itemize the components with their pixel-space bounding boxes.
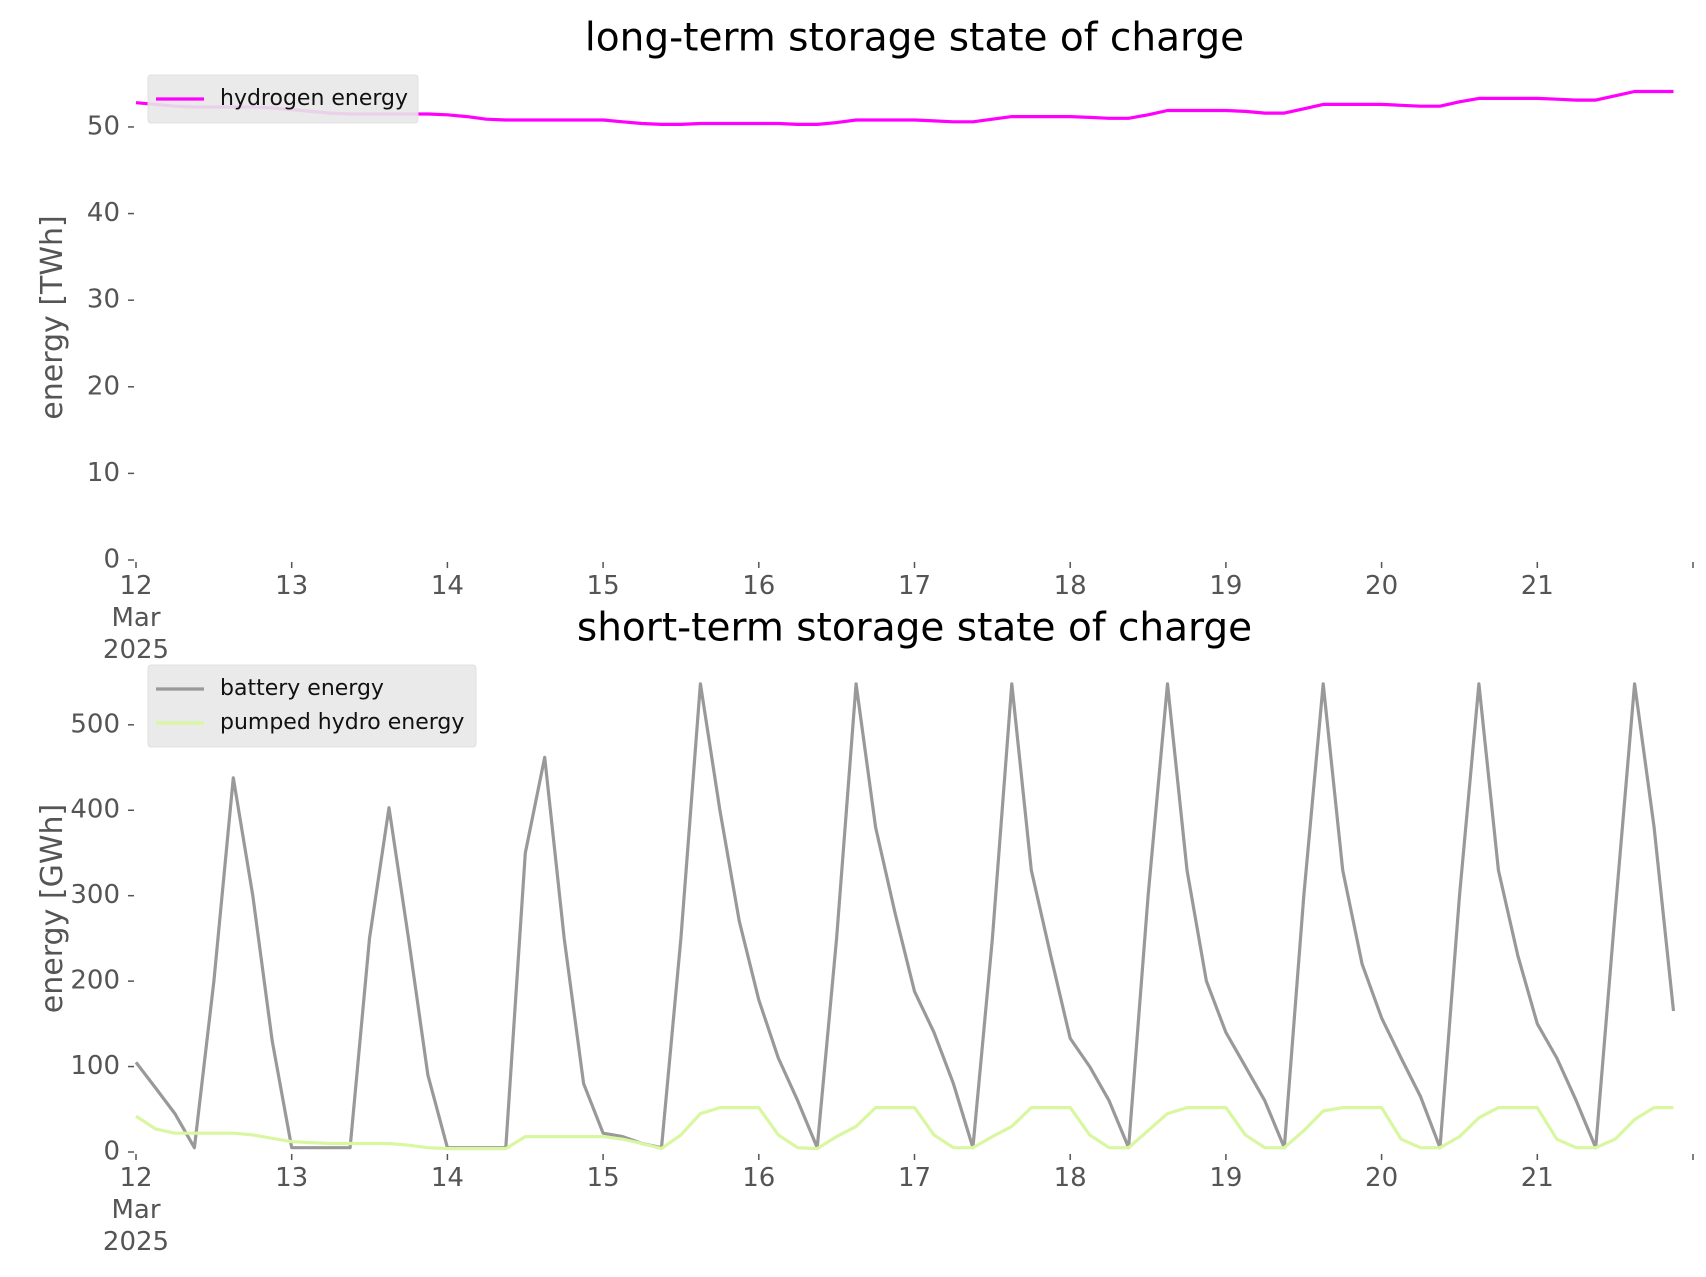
y-tick-label: 30 xyxy=(87,285,120,315)
x-tick-label: 17 xyxy=(898,571,931,601)
y-tick-label: 20 xyxy=(87,371,120,401)
y-tick-label: 0 xyxy=(103,545,120,575)
x-tick-label: 20 xyxy=(1365,571,1398,601)
x-tick-label: 21 xyxy=(1521,1163,1554,1193)
chart: short-term storage state of charge energy… xyxy=(35,606,1694,1257)
y-tick-label: 40 xyxy=(87,198,120,228)
x-tick-label: 14 xyxy=(431,571,464,601)
x-tick-label: 13 xyxy=(275,1163,308,1193)
y-tick-label: 50 xyxy=(87,111,120,141)
legend-label: pumped hydro energy xyxy=(220,710,464,735)
x-tick-label: 21 xyxy=(1521,571,1554,601)
series-line xyxy=(135,1106,1674,1151)
legend-label: hydrogen energy xyxy=(220,86,408,111)
y-tick-label: 400 xyxy=(70,795,120,825)
x-tick-label: 14 xyxy=(431,1163,464,1193)
x-tick-label: 19 xyxy=(1209,1163,1242,1193)
y-axis-label: energy [TWh] xyxy=(35,215,70,419)
legend-box xyxy=(147,74,419,124)
chart: long-term storage state of charge energy … xyxy=(35,16,1694,665)
x-tick-label: 12 xyxy=(119,571,152,601)
y-tick-label: 300 xyxy=(70,880,120,910)
chart-title: long-term storage state of charge xyxy=(585,16,1244,61)
y-tick-label: 200 xyxy=(70,966,120,996)
x-tick-label: 17 xyxy=(898,1163,931,1193)
legend-box xyxy=(147,664,477,748)
x-tick-label: 13 xyxy=(275,571,308,601)
x-tick-label: 12 xyxy=(119,1163,152,1193)
y-tick-label: 100 xyxy=(70,1051,120,1081)
legend-label: battery energy xyxy=(220,676,384,701)
x-tick-label: 15 xyxy=(587,571,620,601)
x-tick-label: 19 xyxy=(1209,571,1242,601)
series-line xyxy=(134,682,1676,1150)
x-tick-label: Mar xyxy=(111,603,160,633)
x-tick-label: 2025 xyxy=(103,635,169,665)
chart-title: short-term storage state of charge xyxy=(577,606,1252,651)
x-tick-label: 16 xyxy=(742,571,775,601)
x-tick-label: 2025 xyxy=(103,1227,169,1257)
x-tick-label: 20 xyxy=(1365,1163,1398,1193)
y-axis-label: energy [GWh] xyxy=(35,804,70,1013)
y-tick-label: 500 xyxy=(70,709,120,739)
x-tick-label: 16 xyxy=(742,1163,775,1193)
x-tick-label: Mar xyxy=(111,1195,160,1225)
x-tick-label: 18 xyxy=(1054,1163,1087,1193)
x-tick-label: 15 xyxy=(587,1163,620,1193)
y-tick-label: 10 xyxy=(87,458,120,488)
y-tick-label: 0 xyxy=(103,1137,120,1167)
x-tick-label: 18 xyxy=(1054,571,1087,601)
